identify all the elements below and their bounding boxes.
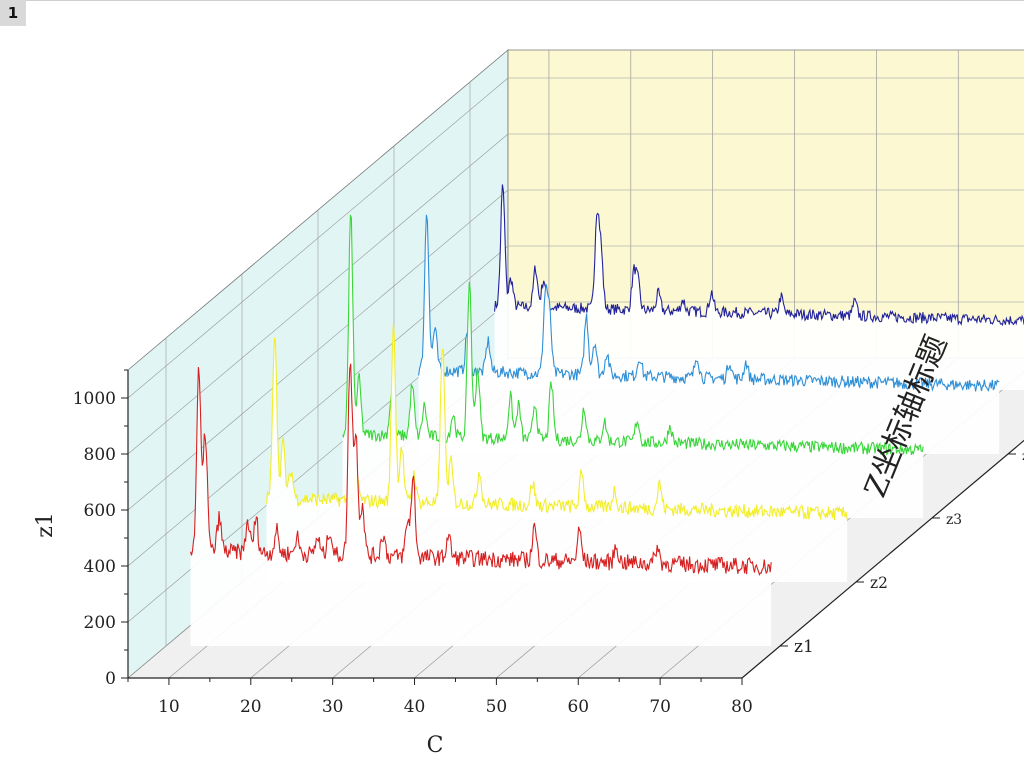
x-tick-label: 70 <box>649 697 671 717</box>
series-line-z1 <box>190 363 772 576</box>
y-tick-label: 600 <box>84 501 116 521</box>
chart-axes <box>121 369 1024 685</box>
top-divider <box>26 0 1024 1</box>
z-tick-label: z3 <box>946 512 962 528</box>
x-tick-label: 10 <box>158 697 180 717</box>
chart-series <box>190 184 1024 646</box>
y-tick-label: 0 <box>105 669 116 689</box>
x-tick-label: 40 <box>404 697 426 717</box>
x-tick-label: 60 <box>567 697 589 717</box>
series-line-z5 <box>494 184 1024 327</box>
x-tick-label: 30 <box>322 697 344 717</box>
z-tick-label: z1 <box>794 637 814 657</box>
x-axis-title: C <box>427 733 444 758</box>
y-tick-label: 800 <box>84 445 116 465</box>
x-tick-label: 80 <box>731 697 753 717</box>
series-slab-z5 <box>494 184 1024 390</box>
x-tick-label: 50 <box>486 697 508 717</box>
y-tick-label: 200 <box>84 613 116 633</box>
page-number-badge: 1 <box>0 0 26 26</box>
series-slab-z4 <box>418 214 1000 454</box>
y-tick-label: 400 <box>84 557 116 577</box>
series-line-z4 <box>418 214 1000 392</box>
y-axis-title: z1 <box>33 512 58 538</box>
x-tick-label: 20 <box>240 697 262 717</box>
z-tick-label: z2 <box>870 574 888 592</box>
y-tick-label: 1000 <box>73 389 116 409</box>
series-slab-z1 <box>190 363 772 646</box>
series-line-z2 <box>266 323 848 521</box>
z-tick-label: z4 <box>1022 449 1024 463</box>
